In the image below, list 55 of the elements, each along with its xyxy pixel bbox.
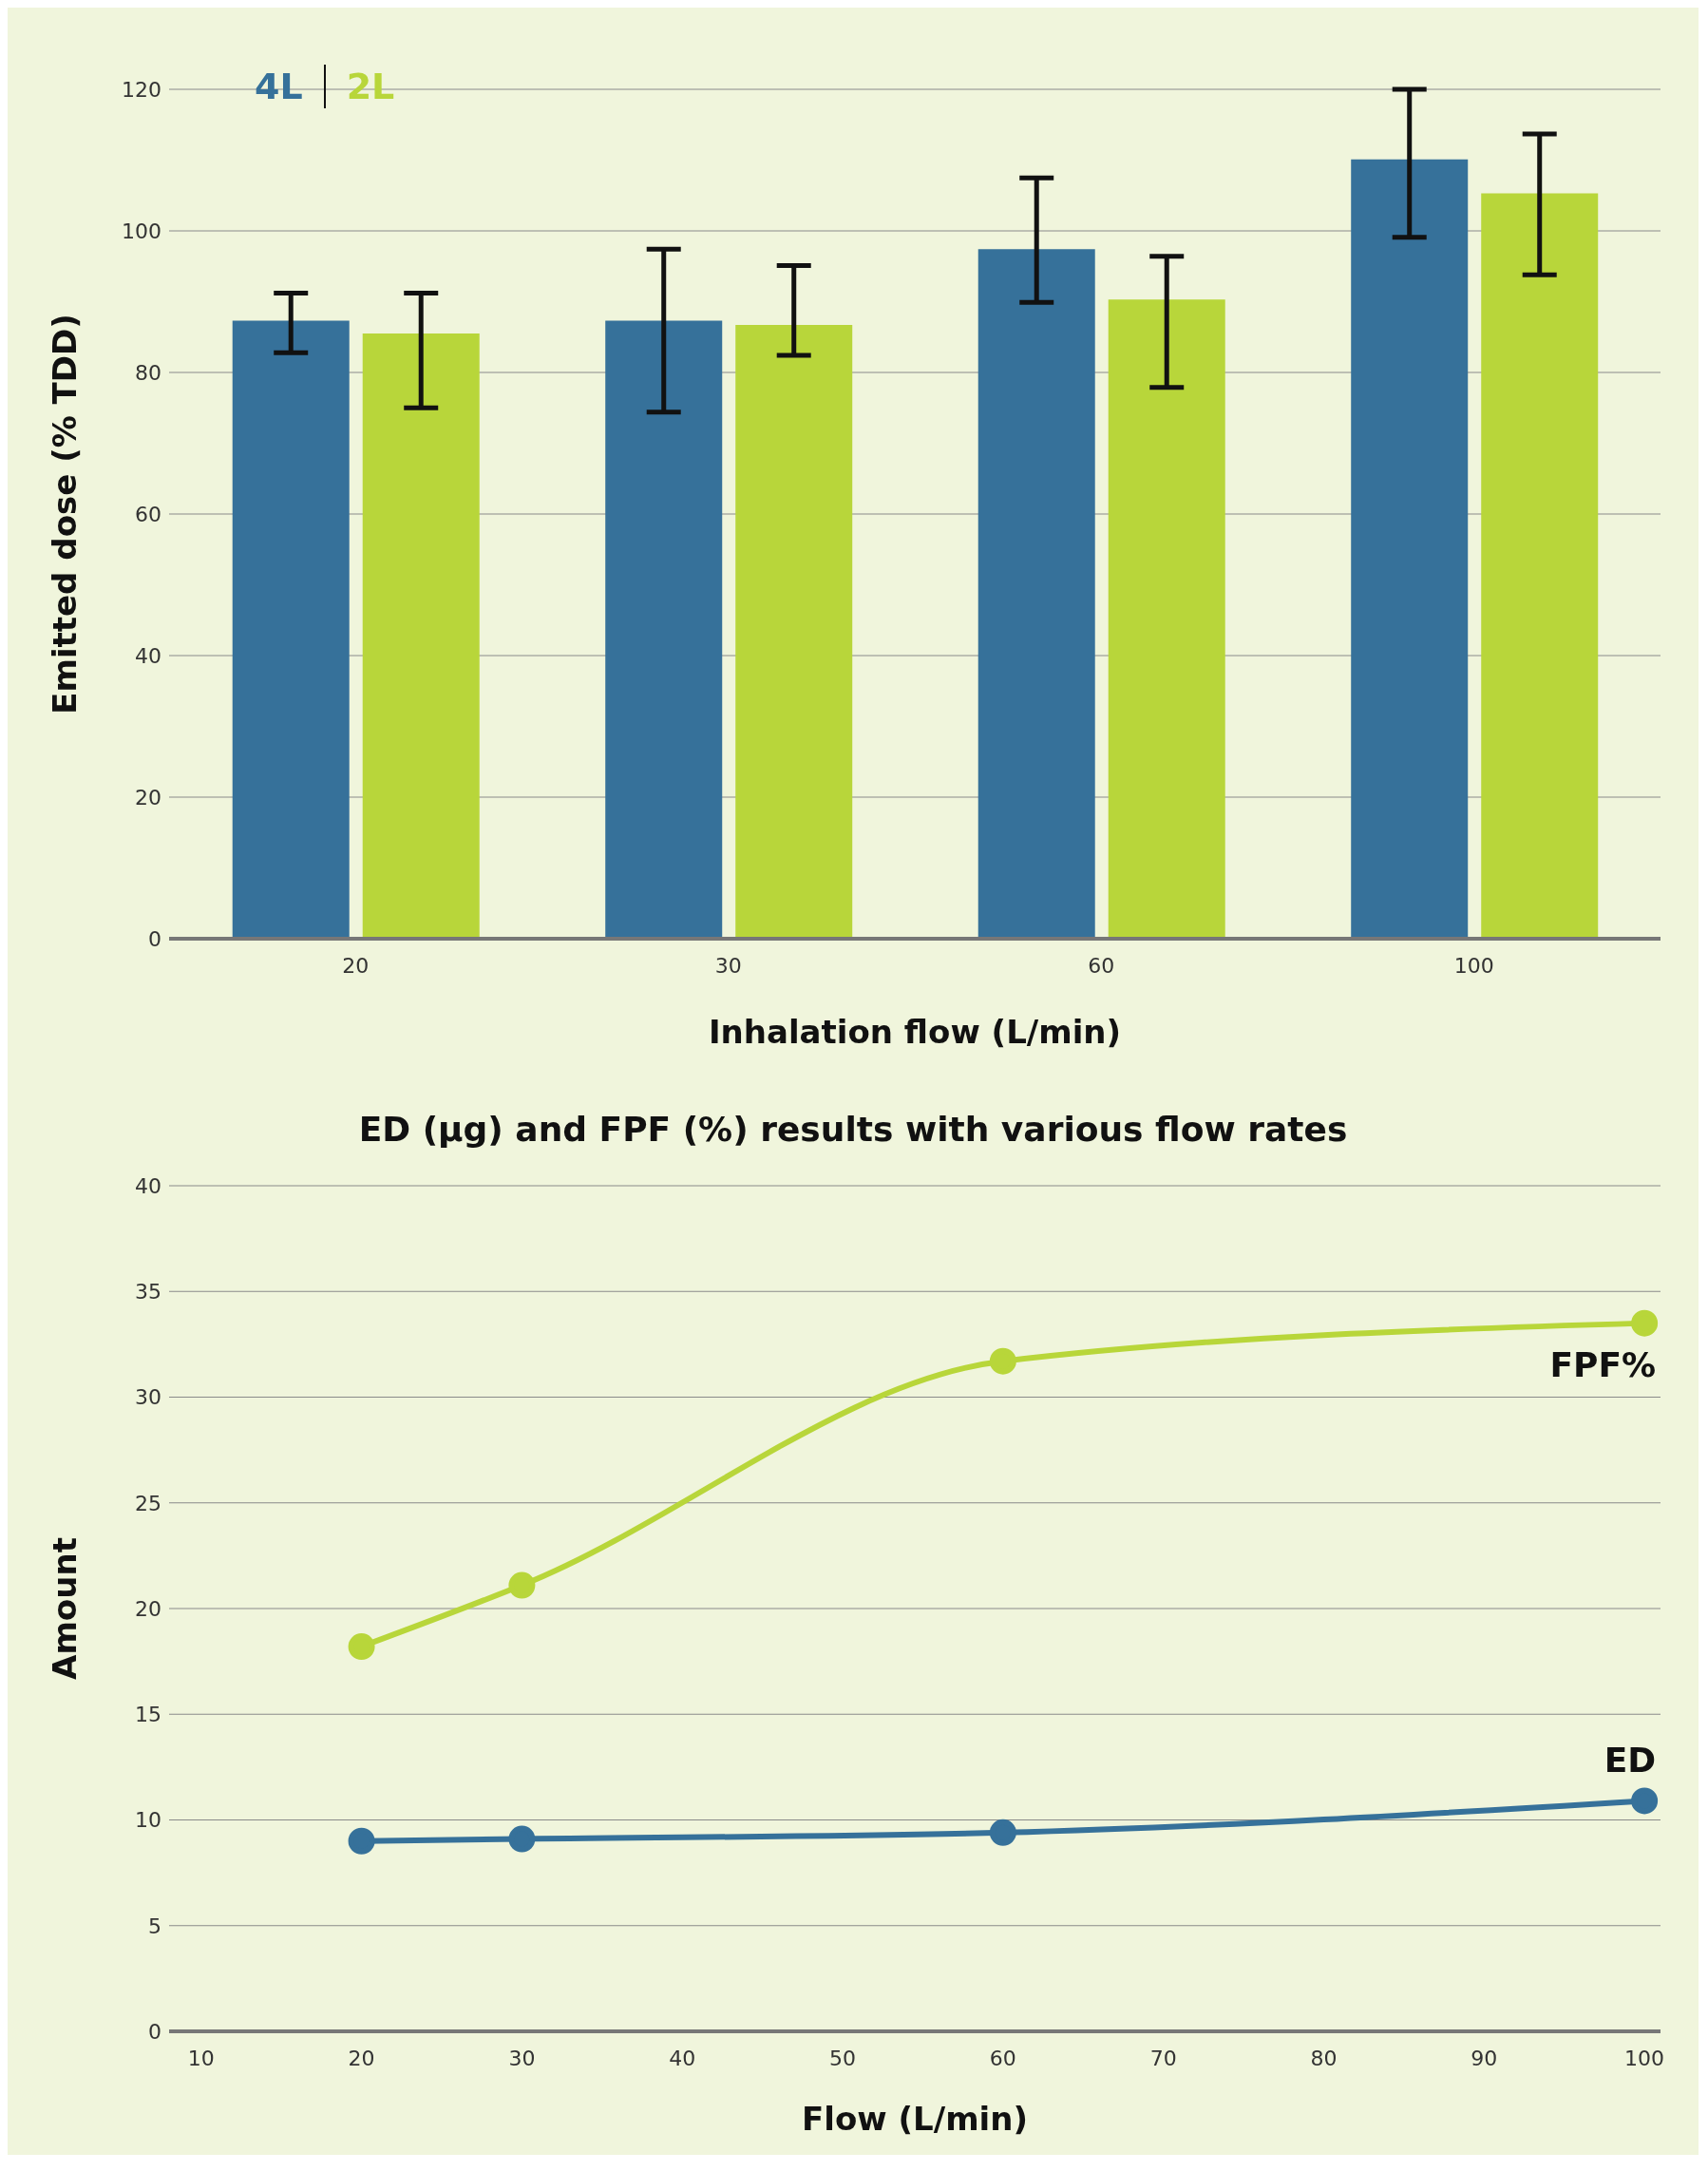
x-axis-title: Inhalation flow (L/min) (708, 1013, 1122, 1051)
y-tick-label: 15 (135, 1703, 161, 1727)
x-tick-label: 100 (1624, 2046, 1665, 2070)
point (348, 1633, 375, 1661)
point (989, 1347, 1016, 1375)
y-tick-label: 40 (135, 1173, 161, 1198)
x-tick-label: 20 (348, 2046, 375, 2070)
bar (735, 325, 853, 939)
x-axis-title: Flow (L/min) (802, 2100, 1028, 2138)
x-tick-label: 40 (669, 2046, 696, 2070)
y-tick-label: 20 (135, 785, 161, 809)
bar (1351, 159, 1469, 939)
point (1631, 1787, 1659, 1815)
point (1631, 1309, 1659, 1337)
y-tick-label: 20 (135, 1596, 161, 1621)
bar (232, 320, 350, 939)
y-tick-label: 25 (135, 1491, 161, 1515)
y-tick-label: 0 (148, 2019, 161, 2044)
x-tick-label: 30 (714, 953, 742, 978)
bar (605, 320, 723, 939)
y-tick-label: 40 (135, 643, 161, 668)
y-axis-title: Emitted dose (% TDD) (46, 314, 85, 714)
x-tick-label: 80 (1310, 2046, 1338, 2070)
x-tick-label: 30 (508, 2046, 536, 2070)
x-tick-label: 20 (342, 953, 370, 978)
text: 2L (346, 66, 395, 107)
y-tick-label: 100 (122, 219, 161, 243)
series-label: FPF% (1549, 1344, 1657, 1384)
y-tick-label: 0 (148, 926, 161, 951)
y-axis-title: Amount (46, 1537, 85, 1680)
point (348, 1827, 375, 1855)
y-tick-label: 30 (135, 1385, 161, 1410)
chart-title: ED (µg) and FPF (%) results with various flow rates (357, 1110, 1349, 1149)
x-tick-label: 60 (1088, 953, 1115, 978)
bar (977, 249, 1095, 939)
y-tick-label: 10 (135, 1808, 161, 1833)
y-tick-label: 35 (135, 1280, 161, 1305)
x-tick-label: 90 (1471, 2046, 1498, 2070)
bar (362, 333, 480, 939)
x-tick-label: 100 (1453, 953, 1494, 978)
y-tick-label: 80 (135, 360, 161, 385)
y-tick-label: 5 (148, 1914, 161, 1938)
point (989, 1819, 1016, 1846)
y-tick-label: 120 (122, 77, 161, 102)
point (508, 1571, 536, 1599)
x-tick-label: 50 (829, 2046, 857, 2070)
bar (1481, 193, 1599, 939)
x-tick-label: 70 (1149, 2046, 1177, 2070)
point (508, 1825, 536, 1853)
bar (1108, 299, 1225, 939)
y-tick-label: 60 (135, 502, 161, 526)
text: 4L (255, 66, 303, 107)
series-label: ED (1604, 1741, 1657, 1781)
x-tick-label: 10 (187, 2046, 215, 2070)
x-tick-label: 60 (989, 2046, 1016, 2070)
